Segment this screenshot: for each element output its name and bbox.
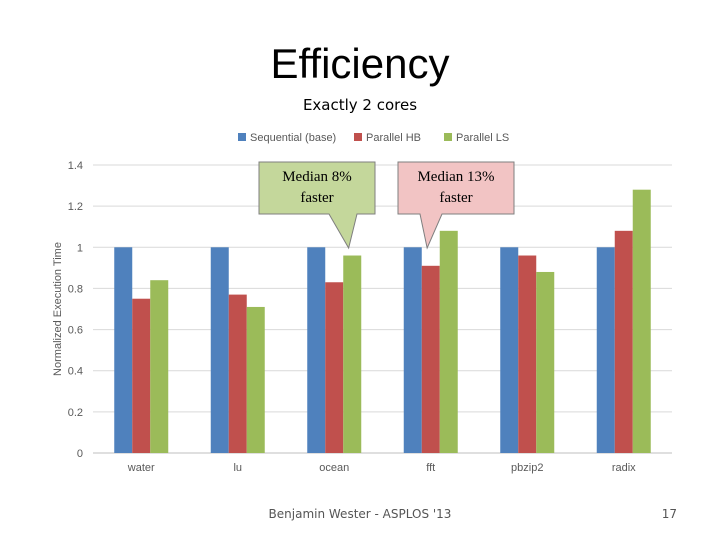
bar-ocean-1 bbox=[325, 282, 344, 453]
legend-label: Parallel HB bbox=[366, 132, 421, 144]
bar-pbzip2-2 bbox=[536, 271, 555, 453]
y-tick-label: 0.2 bbox=[68, 407, 83, 419]
bar-lu-1 bbox=[228, 294, 247, 453]
bar-pbzip2-1 bbox=[518, 255, 537, 453]
x-tick-label: pbzip2 bbox=[511, 462, 543, 474]
legend-swatch bbox=[354, 133, 362, 141]
bar-lu-0 bbox=[210, 247, 229, 453]
bar-fft-0 bbox=[403, 247, 422, 453]
bar-fft-1 bbox=[421, 265, 440, 453]
callout-line2: faster bbox=[439, 190, 473, 206]
callout-shape bbox=[397, 161, 515, 250]
bar-fft-2 bbox=[439, 230, 458, 453]
x-tick-label: ocean bbox=[319, 462, 349, 474]
x-tick-label: water bbox=[127, 462, 155, 474]
slide-title: Efficiency bbox=[270, 40, 450, 87]
y-tick-label: 1 bbox=[77, 242, 83, 254]
y-tick-label: 1.4 bbox=[68, 160, 83, 172]
slide-footer: Benjamin Wester - ASPLOS '13 bbox=[268, 507, 452, 521]
y-tick-label: 0 bbox=[77, 448, 83, 460]
callout-shape bbox=[258, 161, 376, 250]
legend-swatch bbox=[444, 133, 452, 141]
y-tick-label: 1.2 bbox=[68, 201, 83, 213]
callout-line1: Median 13% bbox=[417, 169, 495, 185]
legend-label: Sequential (base) bbox=[250, 132, 336, 144]
bar-ocean-2 bbox=[343, 255, 362, 453]
callout-median-13: Median 13% faster bbox=[398, 162, 514, 214]
y-axis-label: Normalized Execution Time bbox=[52, 242, 64, 376]
x-tick-label: radix bbox=[612, 462, 636, 474]
callout-line2: faster bbox=[300, 190, 334, 206]
bar-radix-0 bbox=[596, 247, 615, 453]
y-tick-label: 0.6 bbox=[68, 325, 83, 337]
bar-radix-2 bbox=[632, 189, 651, 453]
slide-subtitle: Exactly 2 cores bbox=[302, 96, 418, 114]
bar-lu-2 bbox=[246, 306, 265, 453]
bar-water-0 bbox=[114, 247, 133, 453]
legend-swatch bbox=[238, 133, 246, 141]
y-tick-label: 0.4 bbox=[68, 366, 83, 378]
bar-water-2 bbox=[150, 280, 169, 453]
legend-label: Parallel LS bbox=[456, 132, 509, 144]
bar-ocean-0 bbox=[307, 247, 326, 453]
bar-radix-1 bbox=[614, 230, 633, 453]
callout-median-8: Median 8% faster bbox=[259, 162, 375, 214]
bar-water-1 bbox=[132, 298, 151, 453]
callout-line1: Median 8% bbox=[282, 169, 352, 185]
x-tick-label: fft bbox=[426, 462, 435, 474]
y-tick-label: 0.8 bbox=[68, 283, 83, 295]
bar-pbzip2-0 bbox=[500, 247, 519, 453]
x-tick-label: lu bbox=[233, 462, 242, 474]
page-number: 17 bbox=[661, 507, 677, 521]
